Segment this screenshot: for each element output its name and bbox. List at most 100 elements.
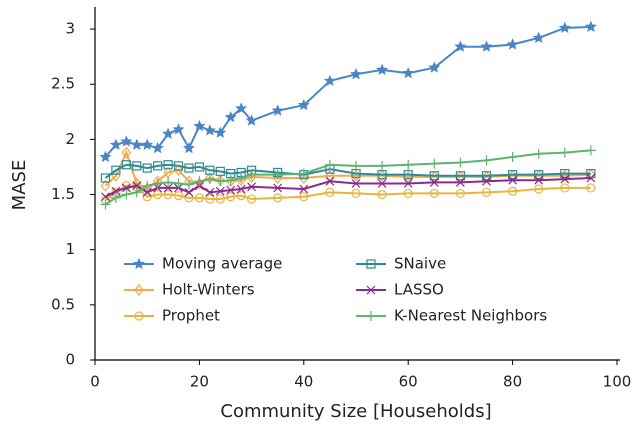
marker xyxy=(162,127,175,139)
marker xyxy=(215,166,225,176)
marker xyxy=(455,171,465,181)
marker xyxy=(507,152,518,163)
marker xyxy=(203,124,216,136)
marker xyxy=(560,168,570,179)
marker xyxy=(204,174,215,185)
marker xyxy=(130,138,143,150)
y-tick-label: 3 xyxy=(65,20,75,38)
x-tick-label: 100 xyxy=(603,373,632,391)
marker xyxy=(152,178,163,189)
marker xyxy=(163,160,173,170)
y-tick-label: 0.5 xyxy=(51,295,75,313)
marker xyxy=(235,102,248,114)
marker xyxy=(100,179,111,192)
legend-label: LASSO xyxy=(394,281,444,299)
marker xyxy=(533,148,544,159)
marker xyxy=(454,40,467,52)
marker xyxy=(481,155,492,166)
marker xyxy=(481,171,492,181)
x-tick-label: 60 xyxy=(399,373,418,391)
marker xyxy=(111,165,121,175)
marker xyxy=(403,170,413,180)
series-line xyxy=(104,184,591,201)
x-axis-label: Community Size [Households] xyxy=(220,401,491,422)
marker xyxy=(182,141,195,154)
marker xyxy=(163,183,173,193)
marker xyxy=(131,187,142,198)
series xyxy=(100,145,596,210)
marker xyxy=(585,145,596,156)
marker xyxy=(429,177,439,187)
y-axis-label: MASE xyxy=(9,160,30,211)
marker xyxy=(173,164,184,177)
marker xyxy=(194,162,204,172)
y-tick-label: 0 xyxy=(65,351,75,369)
legend-marker xyxy=(366,259,376,269)
marker xyxy=(455,157,466,168)
marker xyxy=(236,184,246,194)
marker xyxy=(376,63,389,75)
y-tick-label: 1.5 xyxy=(51,185,75,203)
marker xyxy=(99,150,112,163)
marker xyxy=(101,192,110,202)
marker xyxy=(429,188,439,199)
marker xyxy=(324,159,335,170)
marker xyxy=(299,192,309,202)
marker xyxy=(351,160,361,171)
marker xyxy=(120,135,133,147)
legend-marker xyxy=(134,284,144,296)
marker xyxy=(226,192,236,202)
marker xyxy=(100,173,111,183)
legend-label: Holt-Winters xyxy=(162,281,255,299)
legend-label: K-Nearest Neighbors xyxy=(394,307,547,325)
marker xyxy=(183,179,194,190)
marker xyxy=(163,189,173,200)
marker xyxy=(559,147,570,158)
series-line xyxy=(104,149,591,206)
marker xyxy=(558,21,571,34)
marker xyxy=(532,31,545,43)
marker xyxy=(534,170,544,180)
legend-marker xyxy=(366,285,376,295)
marker xyxy=(586,183,596,193)
marker xyxy=(121,189,132,200)
marker xyxy=(560,174,570,184)
marker xyxy=(508,170,518,180)
marker xyxy=(132,181,142,191)
marker xyxy=(351,188,361,199)
legend-box xyxy=(118,250,588,338)
marker xyxy=(299,172,309,184)
marker xyxy=(534,184,544,194)
marker xyxy=(403,179,413,188)
marker xyxy=(173,191,184,201)
marker xyxy=(586,173,596,183)
marker xyxy=(273,183,283,193)
marker xyxy=(194,176,205,187)
legend-label: Prophet xyxy=(162,307,220,325)
marker xyxy=(323,74,336,86)
marker xyxy=(560,183,570,193)
marker xyxy=(236,172,247,183)
x-tick-label: 80 xyxy=(503,373,522,391)
marker xyxy=(100,199,111,210)
y-tick-label: 1 xyxy=(65,240,75,258)
marker xyxy=(429,158,440,169)
marker xyxy=(173,161,184,171)
marker xyxy=(247,194,257,204)
marker xyxy=(121,146,132,159)
marker xyxy=(325,187,335,197)
marker xyxy=(377,160,388,171)
x-tick-label: 20 xyxy=(190,373,209,391)
marker xyxy=(298,168,309,179)
marker xyxy=(351,179,361,188)
marker xyxy=(297,98,310,111)
series xyxy=(100,181,596,205)
legend-marker xyxy=(134,311,144,321)
marker xyxy=(205,187,215,197)
marker xyxy=(481,187,492,197)
marker xyxy=(245,114,258,126)
marker xyxy=(325,176,335,186)
marker xyxy=(184,193,194,203)
marker xyxy=(272,169,283,180)
